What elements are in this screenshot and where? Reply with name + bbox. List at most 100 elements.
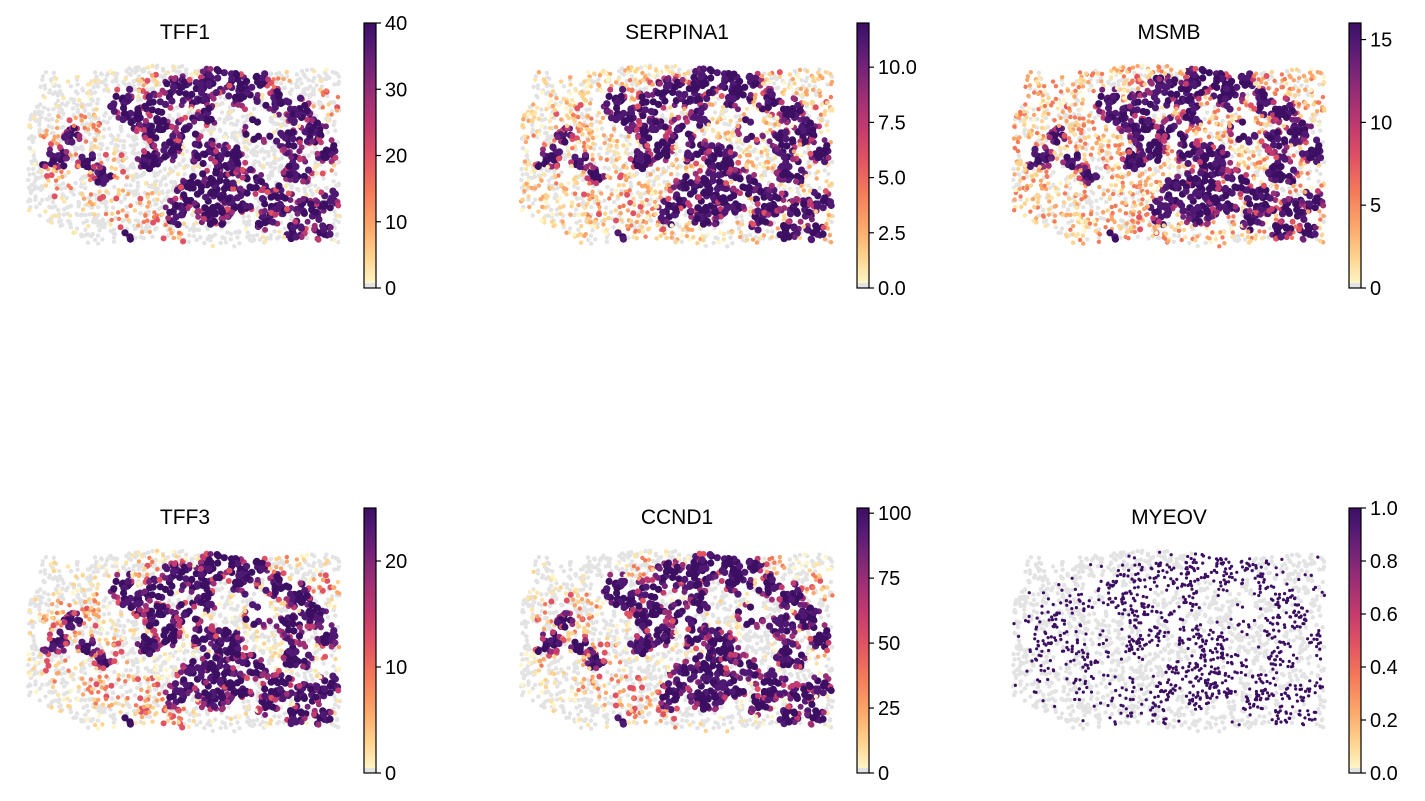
expression-spot <box>91 79 96 84</box>
expression-spot <box>576 227 581 232</box>
expression-spot <box>553 124 559 130</box>
expression-spot <box>319 170 326 177</box>
expression-spot <box>85 240 91 245</box>
expression-spot <box>754 201 761 207</box>
expression-spot <box>96 116 101 121</box>
expression-spot <box>682 71 687 77</box>
expression-spot <box>96 212 101 217</box>
expression-spot <box>205 71 213 79</box>
expression-spot <box>680 181 689 189</box>
expression-spot <box>787 111 796 119</box>
expression-spot <box>810 75 816 80</box>
expression-spot <box>236 230 242 235</box>
expression-spot <box>263 238 268 243</box>
expression-spot <box>88 151 96 159</box>
expression-spot <box>117 224 124 231</box>
expression-spot <box>617 204 622 210</box>
expression-spot <box>42 86 48 91</box>
expression-spot <box>73 180 78 186</box>
expression-spot <box>693 215 701 223</box>
expression-spot <box>1104 199 1109 205</box>
spatial-scatter <box>25 63 342 249</box>
expression-spot <box>159 199 165 205</box>
expression-spot <box>213 148 219 155</box>
expression-spot <box>169 83 178 91</box>
expression-spot <box>799 183 804 189</box>
expression-spot <box>296 188 301 193</box>
expression-spot <box>299 81 304 86</box>
expression-spot <box>177 161 182 167</box>
expression-spot <box>1085 237 1090 242</box>
expression-spot <box>1156 235 1162 241</box>
expression-spot <box>189 106 194 112</box>
expression-spot <box>102 151 109 158</box>
expression-spot <box>33 197 38 202</box>
expression-spot <box>584 85 589 90</box>
expression-spot <box>272 192 280 200</box>
expression-spot <box>620 118 628 127</box>
expression-spot <box>765 192 773 200</box>
expression-spot <box>817 88 822 93</box>
expression-spot <box>691 235 696 240</box>
expression-spot <box>826 128 831 133</box>
expression-spot <box>202 193 210 201</box>
expression-spot <box>220 101 225 106</box>
expression-spot <box>83 163 91 171</box>
expression-spot <box>118 163 124 168</box>
expression-spot <box>205 104 213 113</box>
expression-spot <box>44 132 49 137</box>
expression-spot <box>570 146 575 151</box>
expression-spot <box>262 226 269 233</box>
expression-spot <box>555 199 560 204</box>
expression-spot <box>654 176 659 181</box>
expression-spot <box>627 171 632 177</box>
expression-spot <box>131 165 136 170</box>
expression-spot <box>38 102 43 107</box>
expression-spot <box>146 200 152 205</box>
expression-spot <box>643 220 649 225</box>
expression-spot <box>205 80 213 88</box>
expression-spot <box>605 184 610 190</box>
expression-spot <box>37 213 42 218</box>
expression-spot <box>653 212 658 217</box>
expression-spot <box>753 92 758 98</box>
expression-spot <box>37 122 42 128</box>
expression-spot <box>819 230 827 238</box>
expression-spot <box>549 143 557 151</box>
expression-spot <box>197 80 205 88</box>
expression-spot <box>316 130 324 138</box>
expression-spot <box>30 139 36 145</box>
expression-spot <box>673 239 679 244</box>
colorbar-tick-label: 40 <box>385 13 407 35</box>
expression-spot <box>662 133 669 139</box>
expression-spot <box>124 213 129 219</box>
expression-spot <box>94 127 99 133</box>
expression-spot <box>268 236 273 241</box>
expression-spot <box>131 79 136 84</box>
expression-spot <box>223 135 228 140</box>
expression-spot <box>776 206 783 212</box>
expression-spot <box>256 220 264 228</box>
expression-spot <box>624 177 629 183</box>
expression-spot <box>629 223 634 228</box>
expression-spot <box>132 208 138 213</box>
expression-spot <box>531 102 536 107</box>
expression-spot <box>247 237 252 243</box>
expression-spot <box>315 236 322 243</box>
expression-spot <box>40 74 46 79</box>
expression-spot <box>156 191 162 196</box>
expression-spot <box>160 212 165 217</box>
expression-spot <box>279 123 284 129</box>
expression-spot <box>736 88 744 97</box>
expression-spot <box>1031 107 1036 112</box>
expression-spot <box>532 174 537 179</box>
expression-spot <box>684 200 691 207</box>
expression-spot <box>275 236 280 241</box>
expression-spot <box>526 178 531 183</box>
expression-spot <box>684 224 689 230</box>
expression-spot <box>196 227 202 233</box>
expression-spot <box>123 183 129 188</box>
expression-spot <box>683 165 689 170</box>
expression-spot <box>653 68 659 73</box>
expression-spot <box>568 82 573 87</box>
